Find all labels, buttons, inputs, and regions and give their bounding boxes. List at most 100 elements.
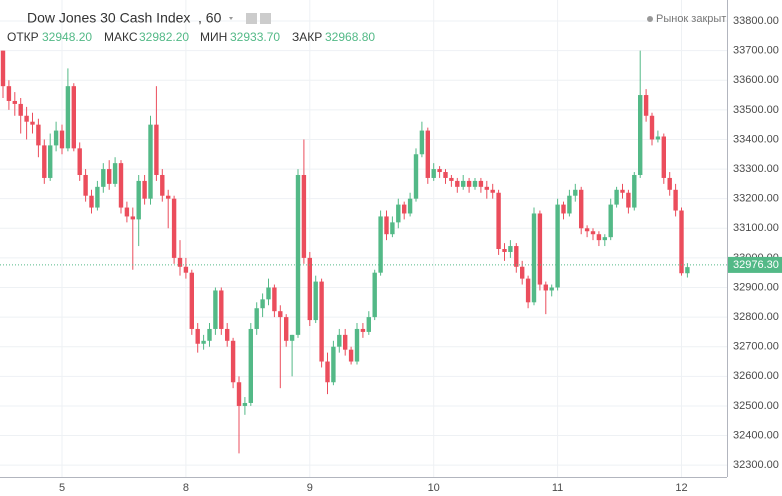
- candle-body: [236, 382, 242, 406]
- candle-body: [307, 257, 312, 321]
- candle-body: [325, 361, 330, 383]
- candle-body: [0, 50, 6, 87]
- candle-body: [213, 290, 218, 329]
- candle-body: [254, 308, 259, 329]
- candle-body: [372, 272, 377, 318]
- y-tick-label: 32800.00: [733, 311, 779, 323]
- candle-body: [124, 207, 130, 217]
- candle-body: [419, 130, 425, 155]
- candle-body: [632, 174, 637, 208]
- candle-body: [378, 216, 383, 273]
- candle-body: [402, 204, 407, 214]
- candle-body: [531, 213, 537, 303]
- candle-body: [455, 180, 460, 187]
- candle-body: [443, 172, 448, 178]
- candle-body: [77, 148, 82, 175]
- candle-body: [638, 95, 643, 175]
- y-tick-label: 32700.00: [733, 341, 779, 353]
- candle-body: [195, 328, 200, 344]
- candle-body: [313, 281, 318, 321]
- candle-body: [614, 189, 619, 205]
- candle-body: [425, 130, 430, 178]
- candle-body: [301, 174, 307, 258]
- candle-body: [118, 163, 124, 208]
- candle-body: [384, 216, 389, 235]
- ohlc-label: МАКС: [104, 30, 138, 44]
- candle-body: [431, 169, 436, 178]
- candle-body: [449, 177, 454, 181]
- x-tick-label: 11: [552, 482, 563, 494]
- y-tick-label: 32600.00: [733, 370, 779, 382]
- candle-body: [242, 402, 248, 406]
- candle-body: [679, 210, 684, 274]
- candle-body: [502, 249, 507, 252]
- candle-body: [390, 222, 395, 235]
- candle-body: [655, 136, 661, 140]
- ohlc-value: 32968.80: [325, 30, 375, 44]
- candle-body: [514, 246, 519, 267]
- candle-body: [354, 328, 360, 362]
- candle-body: [183, 266, 189, 273]
- candle-body: [142, 180, 147, 199]
- candle-body: [18, 103, 23, 116]
- settings-icon[interactable]: [246, 13, 257, 24]
- y-tick-label: 33700.00: [733, 45, 779, 57]
- candle-body: [413, 154, 419, 199]
- candle-body: [525, 278, 531, 303]
- candle-body: [148, 124, 153, 199]
- y-tick-label: 33800.00: [733, 15, 779, 27]
- ohlc-label: ОТКР: [7, 30, 39, 44]
- candle-body: [348, 349, 354, 362]
- candle-body: [101, 169, 106, 187]
- candle-body: [643, 95, 649, 116]
- candle-body: [573, 189, 578, 196]
- candle-body: [189, 272, 194, 329]
- candle-body: [360, 328, 366, 332]
- candle-body: [337, 334, 342, 347]
- candle-body: [331, 346, 336, 383]
- candle-body: [543, 284, 548, 291]
- candle-body: [590, 231, 596, 235]
- candle-body: [602, 237, 607, 241]
- candle-body: [6, 86, 12, 101]
- candle-body: [272, 287, 277, 312]
- candle-body: [461, 180, 466, 187]
- dropdown-icon[interactable]: [229, 17, 233, 20]
- y-tick-label: 33600.00: [733, 74, 779, 86]
- candle-body: [36, 124, 41, 146]
- candle-body: [620, 189, 625, 193]
- candle-body: [171, 198, 177, 258]
- candle-body: [107, 169, 112, 184]
- candle-body: [65, 86, 71, 149]
- last-price-label: 32976.30: [733, 259, 779, 271]
- candle-body: [89, 195, 94, 208]
- candle-body: [343, 334, 348, 350]
- candle-body: [289, 334, 295, 341]
- ohlc-label: ЗАКР: [292, 30, 322, 44]
- candle-body: [112, 163, 118, 184]
- close-icon[interactable]: [260, 13, 271, 24]
- candle-body: [584, 228, 590, 232]
- candle-body: [579, 189, 584, 229]
- y-tick-label: 32300.00: [733, 459, 779, 471]
- candle-body: [673, 189, 678, 211]
- candle-body: [537, 213, 543, 285]
- candle-body: [496, 192, 501, 250]
- candle-body: [561, 204, 566, 214]
- status-dot: [647, 16, 653, 22]
- candle-body: [225, 328, 230, 341]
- candle-body: [136, 180, 141, 220]
- candle-body: [685, 267, 690, 274]
- candle-body: [12, 100, 17, 104]
- candle-body: [366, 317, 371, 332]
- candles: [0, 50, 690, 454]
- y-tick-label: 33100.00: [733, 222, 779, 234]
- candle-body: [42, 145, 47, 178]
- candle-body: [466, 180, 472, 187]
- ohlc-value: 32948.20: [42, 30, 92, 44]
- candle-body: [83, 174, 88, 196]
- candle-body: [260, 299, 265, 309]
- candle-body: [567, 195, 572, 214]
- candle-body: [207, 328, 212, 341]
